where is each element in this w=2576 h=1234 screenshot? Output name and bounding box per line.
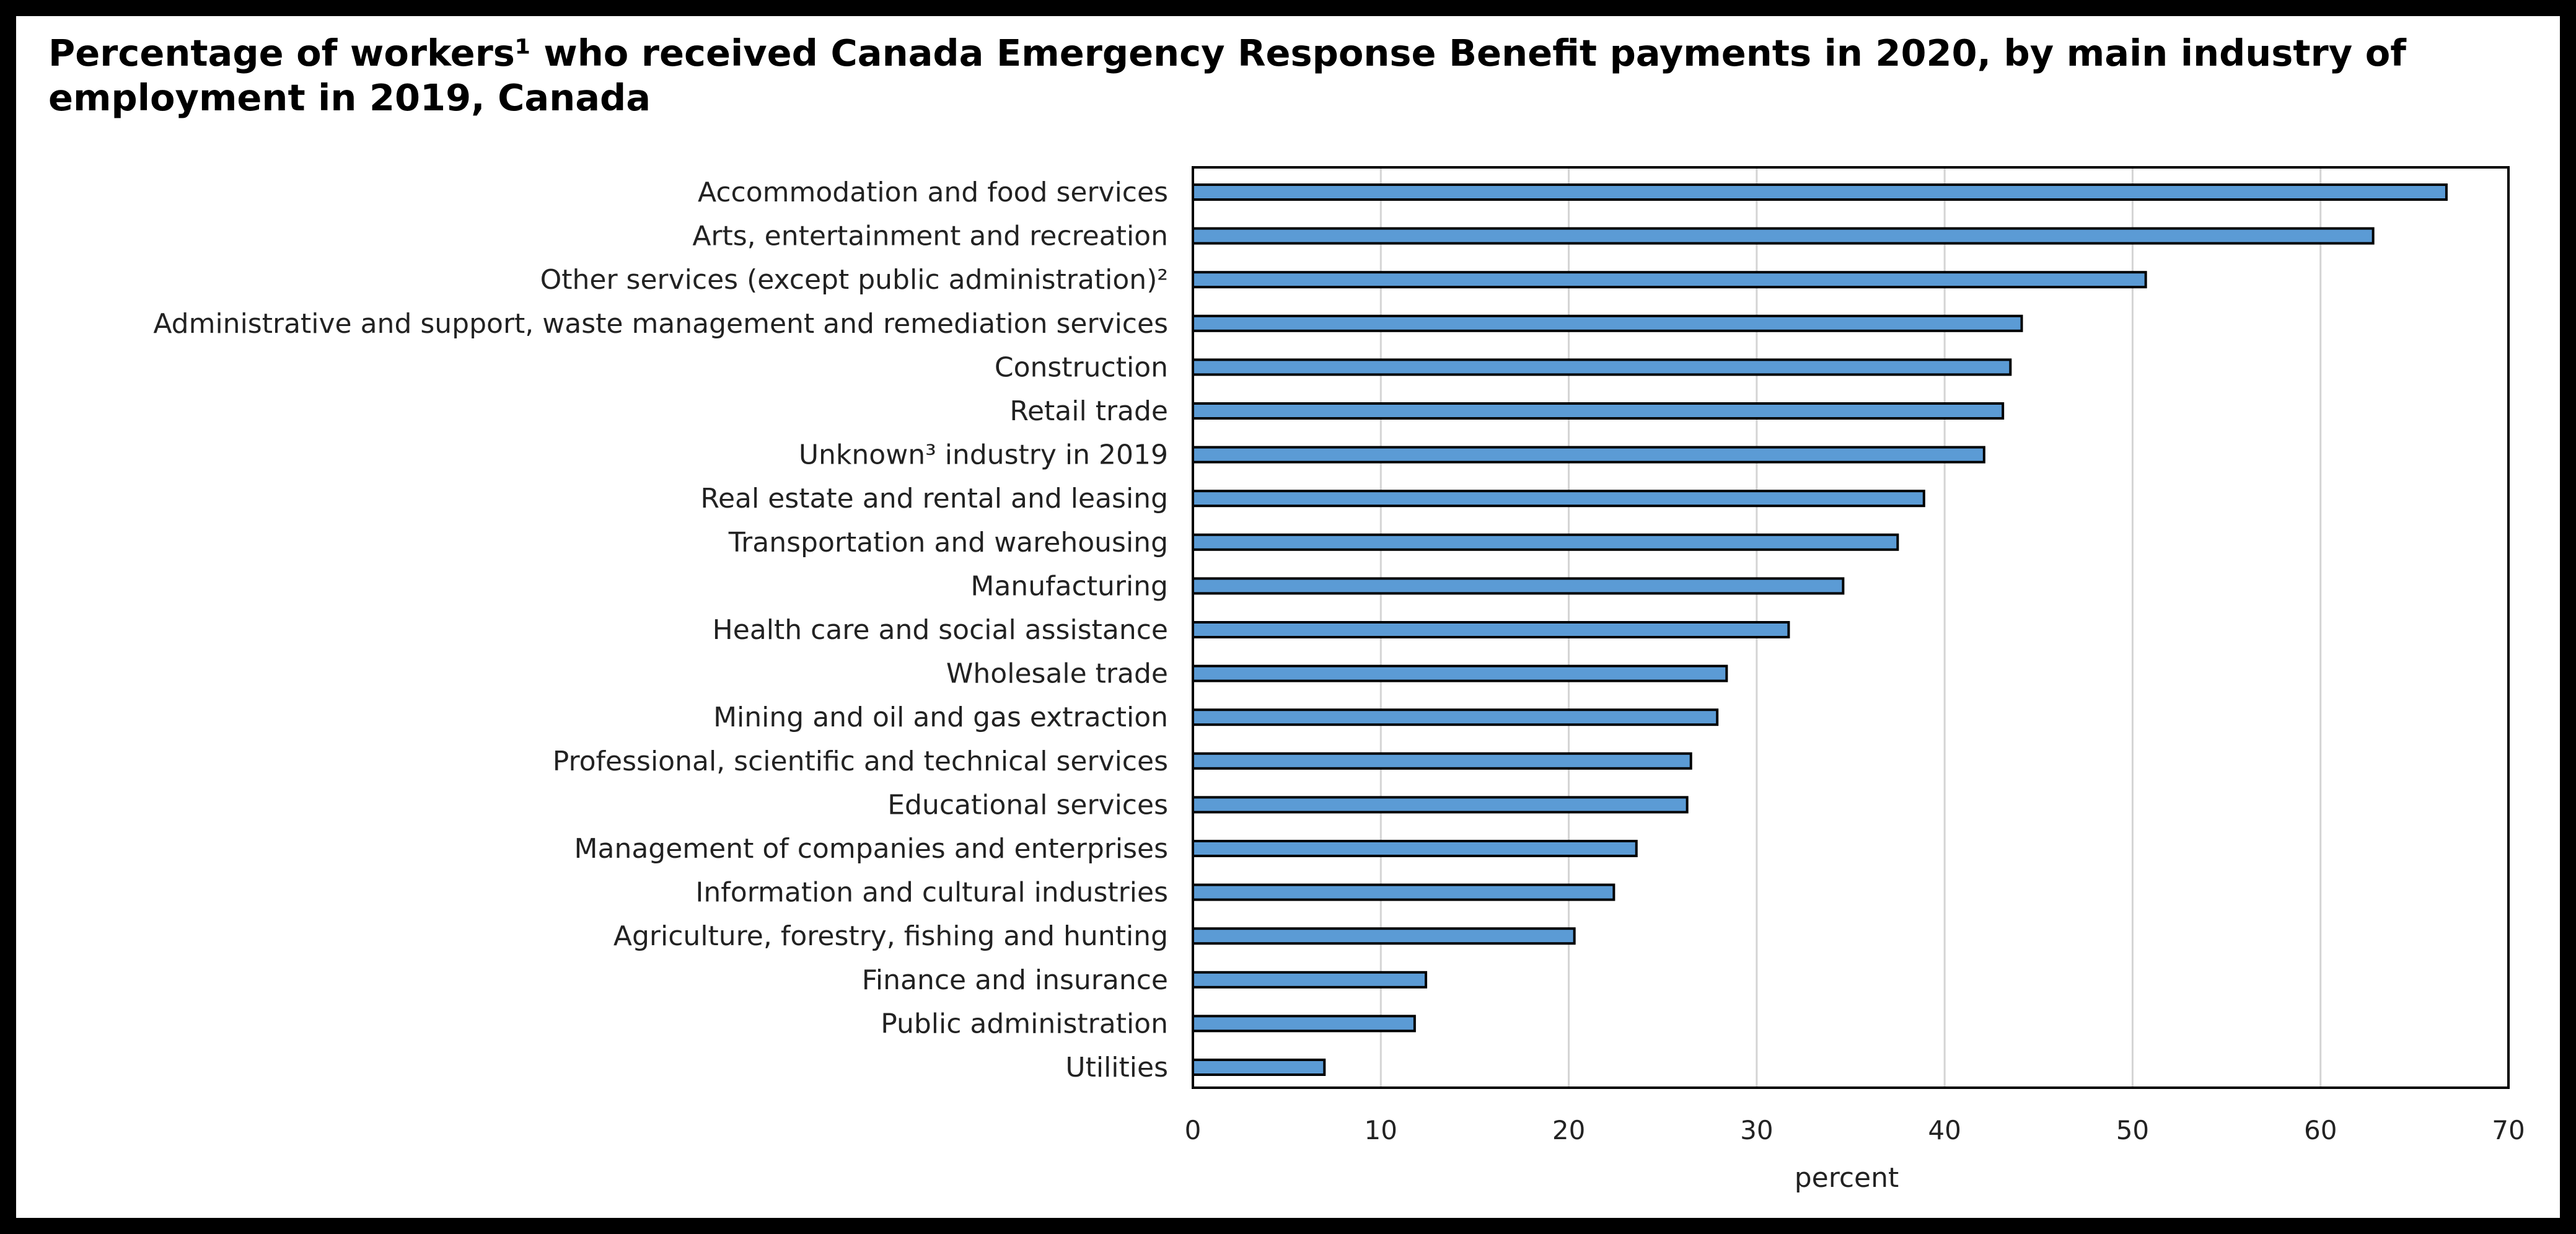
category-label: Utilities xyxy=(1065,1052,1168,1083)
category-label: Administrative and support, waste manage… xyxy=(153,308,1168,340)
bar xyxy=(1192,708,1719,726)
x-tick-label: 50 xyxy=(2116,1115,2149,1145)
category-label: Transportation and warehousing xyxy=(728,527,1168,558)
category-label: Retail trade xyxy=(1009,395,1168,427)
x-tick-label: 30 xyxy=(1740,1115,1773,1145)
bar xyxy=(1192,490,1925,508)
category-label: Public administration xyxy=(881,1008,1168,1039)
bar xyxy=(1192,971,1428,989)
category-label: Management of companies and enterprises xyxy=(574,833,1168,865)
bar xyxy=(1192,883,1615,901)
bar xyxy=(1192,446,1985,464)
bar xyxy=(1192,533,1899,551)
category-label: Arts, entertainment and recreation xyxy=(692,221,1168,252)
category-label: Other services (except public administra… xyxy=(540,264,1168,296)
x-tick-label: 70 xyxy=(2492,1115,2525,1145)
category-label: Information and cultural industries xyxy=(695,877,1168,909)
bar xyxy=(1192,796,1689,814)
bar xyxy=(1192,358,2012,376)
bar xyxy=(1192,227,2375,245)
category-label: Accommodation and food services xyxy=(698,177,1168,208)
category-label: Educational services xyxy=(887,789,1168,821)
bars xyxy=(1192,183,2448,1076)
bar xyxy=(1192,840,1638,857)
bar xyxy=(1192,927,1576,945)
x-tick-label: 60 xyxy=(2304,1115,2337,1145)
bar xyxy=(1192,621,1790,638)
x-axis-title: percent xyxy=(1795,1162,1899,1194)
bar xyxy=(1192,271,2147,289)
bar xyxy=(1192,1015,1416,1033)
category-label: Unknown³ industry in 2019 xyxy=(799,439,1168,471)
x-tick-label: 20 xyxy=(1552,1115,1585,1145)
bar xyxy=(1192,314,2023,332)
x-tick-label: 40 xyxy=(1928,1115,1961,1145)
category-label: Manufacturing xyxy=(970,570,1168,602)
bar xyxy=(1192,1059,1326,1076)
x-tick-label: 10 xyxy=(1365,1115,1397,1145)
category-label: Construction xyxy=(995,351,1168,383)
category-labels: Accommodation and food services Arts, ent… xyxy=(153,177,1168,1083)
bar xyxy=(1192,402,2005,420)
category-label: Professional, scientific and technical s… xyxy=(553,746,1168,777)
bar xyxy=(1192,183,2448,201)
category-label: Health care and social assistance xyxy=(713,614,1168,646)
category-label: Mining and oil and gas extraction xyxy=(713,702,1168,733)
bar xyxy=(1192,664,1728,682)
category-label: Agriculture, forestry, fishing and hunti… xyxy=(613,920,1168,952)
category-label: Finance and insurance xyxy=(862,964,1168,996)
x-tick-label: 0 xyxy=(1185,1115,1202,1145)
category-label: Real estate and rental and leasing xyxy=(700,483,1168,514)
category-label: Wholesale trade xyxy=(946,658,1168,690)
plot-area-border xyxy=(1192,166,2510,1089)
chart-title: Percentage of workers¹ who received Cana… xyxy=(48,32,2406,119)
bar xyxy=(1192,577,1845,595)
x-axis-ticks: 0 10 20 30 40 50 60 70 xyxy=(1185,1115,2525,1145)
bar xyxy=(1192,752,1692,770)
